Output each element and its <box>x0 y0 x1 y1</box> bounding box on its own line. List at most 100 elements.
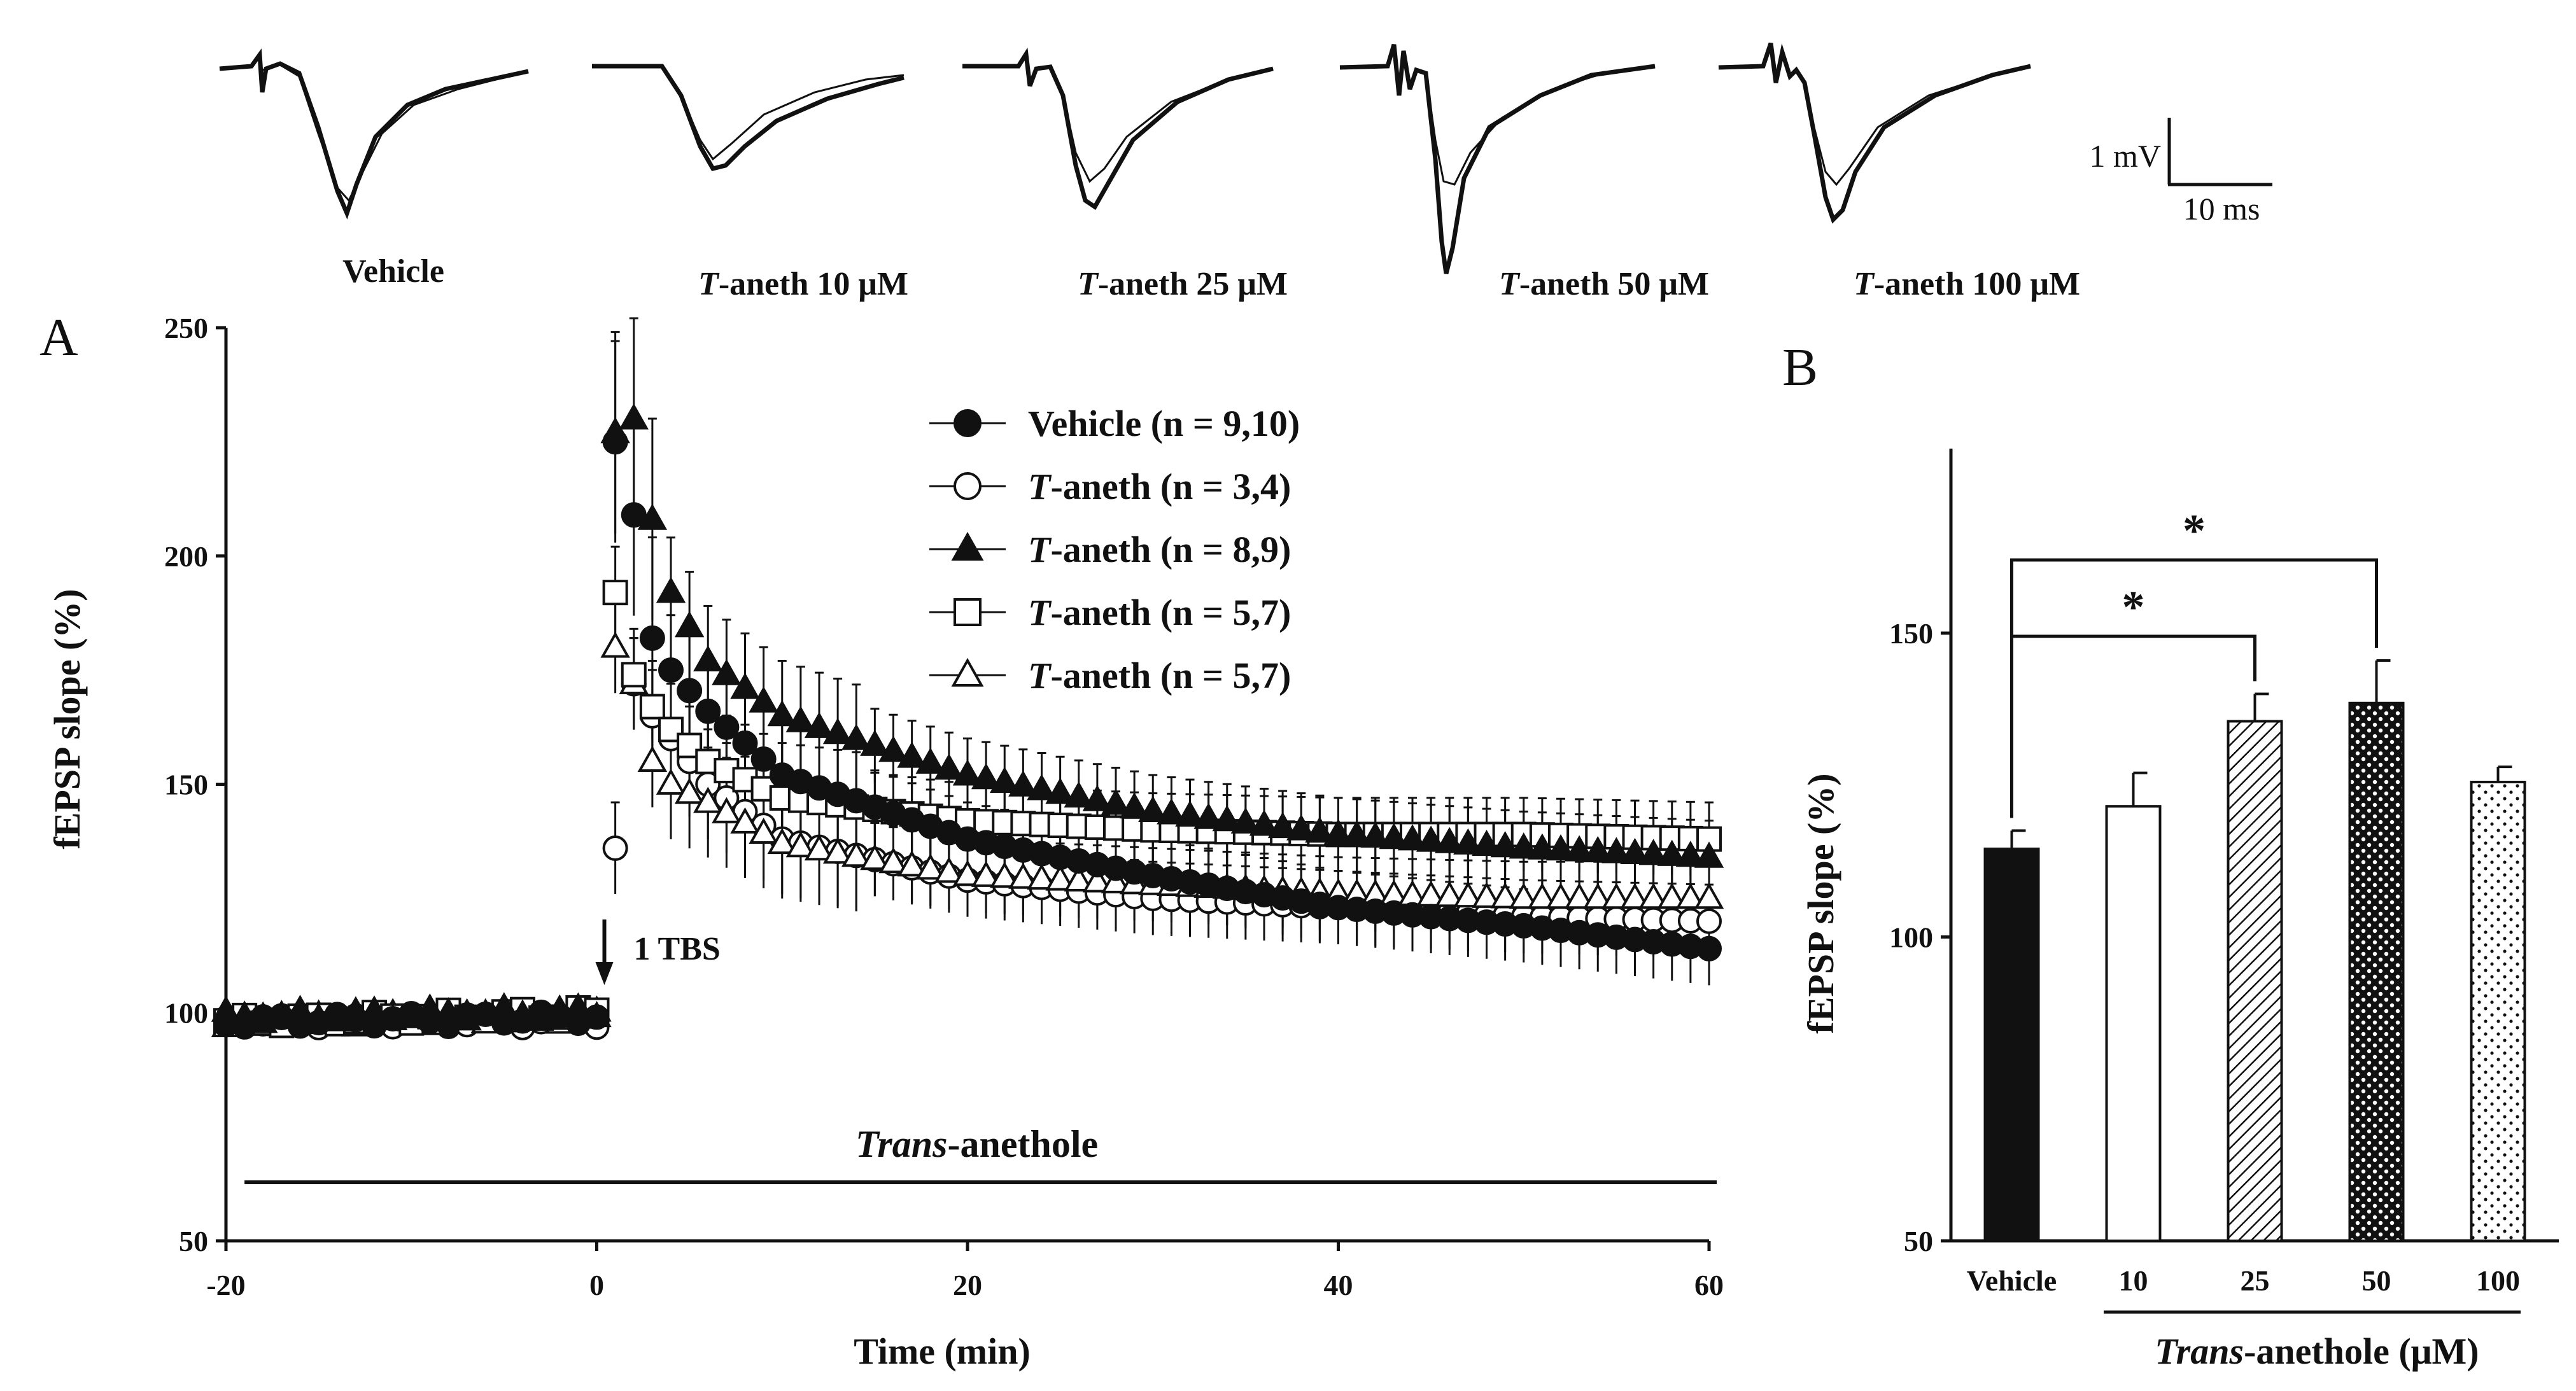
panel-a-ytick-label: 200 <box>164 540 208 573</box>
legend: Vehicle (n = 9,10)T-aneth (n = 3,4)T-ane… <box>929 403 1300 696</box>
data-point <box>1045 778 1075 804</box>
data-point <box>1249 809 1279 836</box>
data-point <box>1082 785 1113 811</box>
data-point <box>1416 825 1446 852</box>
significance-star: * <box>2183 505 2206 556</box>
legend-marker <box>954 472 982 500</box>
data-point <box>804 711 834 738</box>
data-point <box>637 745 668 772</box>
data-point <box>732 730 758 756</box>
bar-10 <box>2105 805 2162 1243</box>
data-point <box>915 747 945 774</box>
data-point <box>1601 883 1631 909</box>
data-point <box>878 847 908 874</box>
trace-label-25uM: T-aneth 25 μM <box>1078 266 1288 302</box>
legend-label-italic: T <box>1028 529 1052 570</box>
data-point <box>714 714 740 740</box>
data-point <box>785 831 816 858</box>
data-point <box>1342 820 1372 846</box>
data-point <box>621 502 647 528</box>
data-point <box>897 741 927 768</box>
trans-anethole-rest: -anethole <box>947 1123 1098 1165</box>
data-point <box>1008 770 1038 797</box>
panel-a-series-3 <box>213 580 1722 1038</box>
data-point <box>1527 833 1558 860</box>
panel-a-series-0 <box>213 429 1722 1039</box>
panel-b-bars: Vehicle 10 25 50 100 <box>1967 659 2526 1297</box>
data-point <box>971 763 1001 790</box>
legend-label: Vehicle (n = 9,10) <box>1028 403 1300 444</box>
legend-label-italic: T <box>1028 655 1052 696</box>
data-point <box>1082 866 1113 893</box>
data-point <box>1008 862 1038 889</box>
data-point <box>841 841 871 867</box>
data-point <box>359 995 390 1022</box>
data-point <box>1175 800 1205 827</box>
trace-10uM-overlay <box>661 66 904 161</box>
data-point <box>1360 821 1390 848</box>
data-point <box>1472 881 1502 908</box>
panel-a-axes: 50 100 150 200 250 -20 0 20 40 60 <box>164 312 1724 1301</box>
data-point <box>1286 814 1316 841</box>
data-point <box>934 753 964 780</box>
data-point <box>211 995 241 1022</box>
data-point <box>1527 883 1558 909</box>
data-point <box>1453 828 1483 855</box>
panel-b-axes: 50 100 150 <box>1889 449 2559 1257</box>
data-point <box>990 766 1020 793</box>
data-point <box>600 631 630 658</box>
data-point <box>822 837 853 864</box>
data-point <box>952 759 983 786</box>
legend-label: T-aneth (n = 5,7) <box>1028 655 1291 696</box>
data-point <box>1230 807 1261 834</box>
data-point <box>304 1002 334 1029</box>
data-point <box>693 645 723 672</box>
data-point <box>822 718 853 744</box>
trace-100uM-overlay <box>1803 65 2031 186</box>
data-point <box>1620 883 1650 909</box>
data-point <box>712 797 742 823</box>
significance-star: * <box>2122 582 2145 633</box>
data-point <box>545 994 575 1021</box>
data-point <box>1397 824 1428 851</box>
data-point <box>248 1007 278 1033</box>
trace-label-vehicle: Vehicle <box>342 253 444 290</box>
data-point <box>1657 839 1687 866</box>
panel-a-xlabel: Time (min) <box>854 1331 1031 1372</box>
data-point <box>1064 865 1094 892</box>
panel-a-series <box>211 403 1724 1040</box>
panel-b: B fEPSP slope (%) 50 100 150 Vehicle 10 25 50… <box>1782 338 2559 1372</box>
data-point <box>656 768 686 795</box>
data-point <box>712 659 742 685</box>
data-point <box>489 992 519 1019</box>
data-point <box>1101 788 1131 815</box>
trace-vehicle-overlay <box>262 64 529 202</box>
data-point <box>285 995 315 1021</box>
data-point <box>658 657 684 683</box>
data-point <box>730 807 760 834</box>
data-point <box>971 860 1001 887</box>
data-point <box>674 778 705 804</box>
data-point <box>749 817 778 844</box>
data-point <box>860 844 890 870</box>
panel-b-ytick-label: 100 <box>1889 921 1933 954</box>
bar-Vehicle <box>1983 848 2040 1242</box>
data-point <box>767 828 797 855</box>
panel-a-ytick-label: 150 <box>164 769 208 801</box>
data-point <box>1638 839 1668 865</box>
panel-b-significance: ** <box>2010 505 2378 818</box>
legend-label-rest: -aneth (n = 5,7) <box>1050 592 1291 633</box>
data-point <box>730 673 760 699</box>
data-point <box>1620 837 1650 864</box>
data-point <box>1583 835 1613 863</box>
data-point <box>1490 831 1520 858</box>
scale-bar: 1 mV 10 ms <box>2090 118 2272 227</box>
data-point <box>1435 881 1465 907</box>
trace-50uM <box>1339 44 1656 274</box>
data-point <box>934 856 964 883</box>
data-point <box>1305 816 1335 843</box>
data-point <box>1435 827 1465 853</box>
data-point <box>1696 935 1722 961</box>
panel-a-xtick-label: 20 <box>953 1269 982 1301</box>
panel-b-label: B <box>1782 338 1818 397</box>
